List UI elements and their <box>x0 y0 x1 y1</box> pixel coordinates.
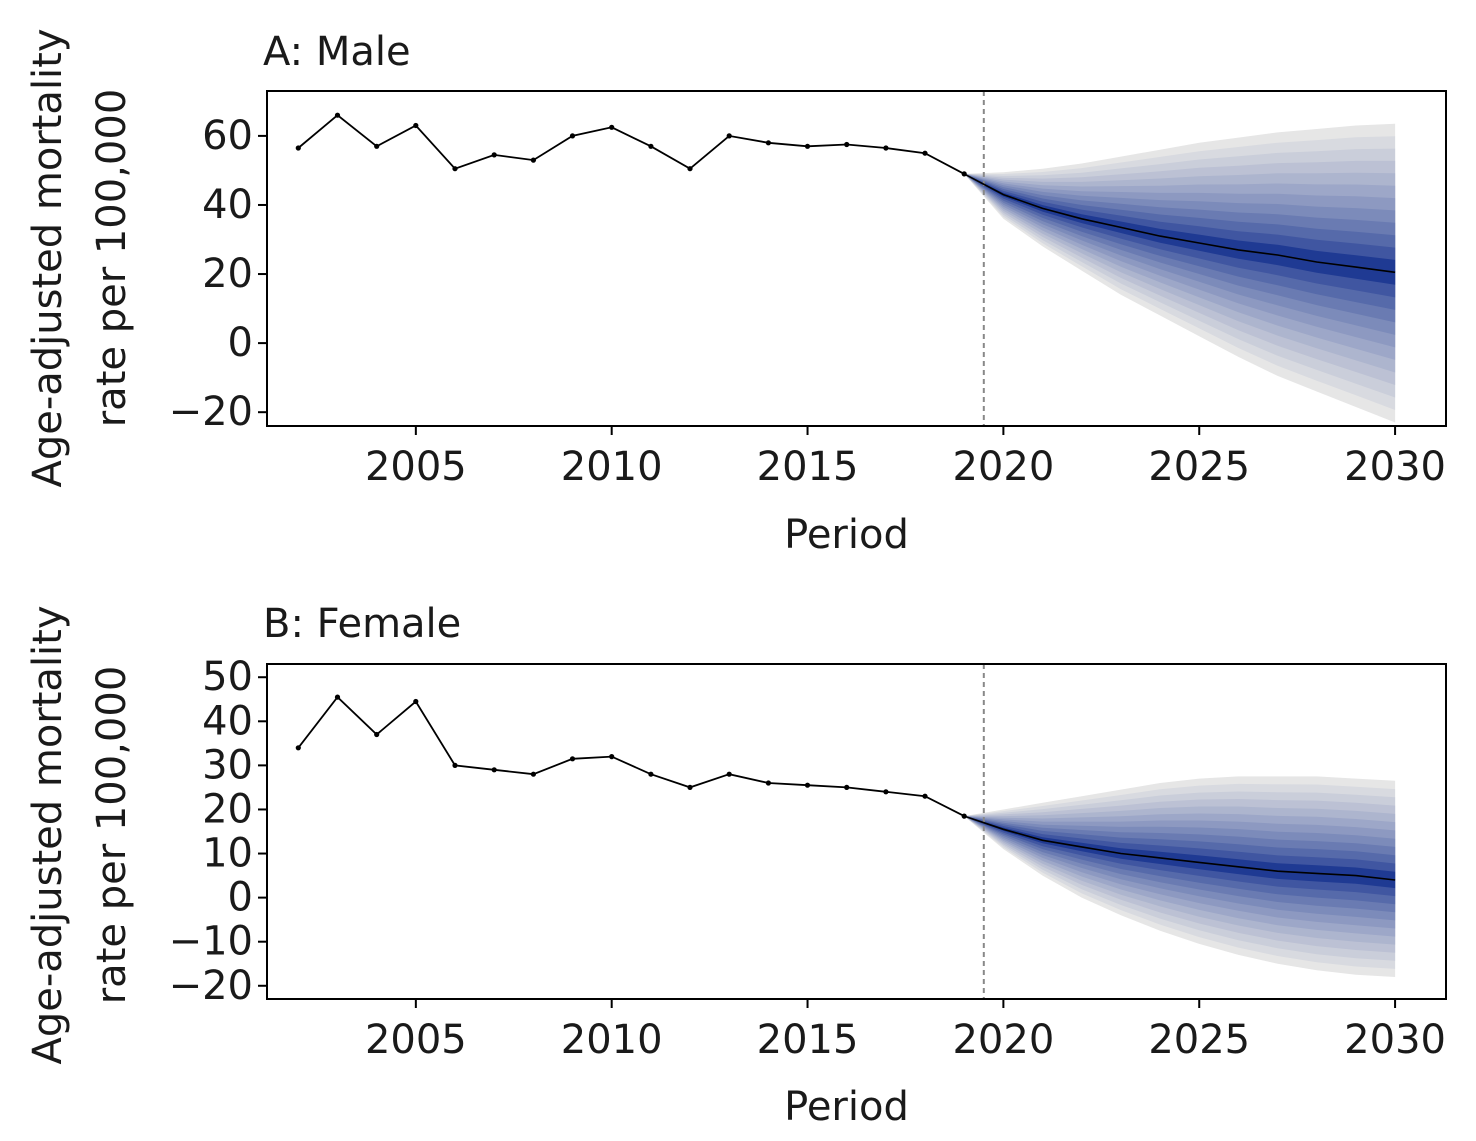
observed-point <box>452 762 458 769</box>
observed-series-line <box>297 695 965 817</box>
observed-series-line <box>297 114 965 175</box>
observed-point <box>295 745 301 751</box>
observed-point <box>569 133 576 139</box>
observed-point <box>844 141 850 148</box>
observed-point <box>530 771 537 777</box>
y-tick-label: 0 <box>228 320 253 366</box>
observed-point <box>491 152 497 158</box>
x-tick-label: 2025 <box>1148 444 1250 490</box>
x-tick-label: 2005 <box>365 444 467 490</box>
observed-point <box>844 784 850 791</box>
y-tick-label: 40 <box>202 182 253 228</box>
observed-point <box>648 771 654 777</box>
observed-point <box>491 767 497 773</box>
observed-point <box>295 145 301 151</box>
x-tick-label: 2010 <box>561 444 663 490</box>
y-tick-label: 50 <box>202 654 253 700</box>
projection-median-line <box>963 815 1396 881</box>
x-tick-label: 2015 <box>757 1017 859 1063</box>
observed-point <box>609 124 615 130</box>
observed-point <box>648 143 654 149</box>
x-tick-label: 2030 <box>1344 1017 1446 1063</box>
y-tick-label: 30 <box>202 742 253 788</box>
plot-frame <box>266 90 1447 427</box>
observed-point <box>765 780 772 786</box>
observed-point <box>922 150 928 156</box>
observed-point <box>726 771 732 777</box>
y-tick-label: 20 <box>202 251 253 297</box>
y-axis-label: rate per 100,000 <box>89 89 135 428</box>
observed-point <box>687 784 693 791</box>
observed-point <box>804 782 811 788</box>
y-tick-label: −20 <box>169 389 253 435</box>
observed-point <box>804 143 811 149</box>
y-axis-label: Age-adjusted mortality <box>25 28 71 487</box>
x-tick-label: 2020 <box>952 444 1054 490</box>
observed-point <box>374 731 380 738</box>
projection-median-line <box>963 173 1396 274</box>
fan-band-1 <box>964 816 1396 889</box>
observed-point <box>726 133 732 139</box>
observed-point <box>687 166 693 172</box>
observed-point <box>334 694 341 700</box>
y-tick-label: −20 <box>169 963 253 1009</box>
observed-point <box>530 157 537 163</box>
y-tick-label: 0 <box>228 875 253 921</box>
y-tick-label: 20 <box>202 786 253 832</box>
observed-point <box>883 789 889 795</box>
plot-frame <box>266 663 1447 1000</box>
observed-point <box>765 140 772 146</box>
observed-point <box>413 698 419 705</box>
observed-point <box>609 754 615 760</box>
x-tick-label: 2025 <box>1148 1017 1250 1063</box>
y-tick-label: −10 <box>169 919 253 965</box>
observed-point <box>452 166 458 172</box>
observed-point <box>569 756 576 762</box>
y-tick-label: 60 <box>202 113 253 159</box>
x-axis-label: Period <box>784 1084 909 1130</box>
observed-point <box>922 793 928 799</box>
observed-point <box>883 145 889 151</box>
observed-point <box>374 143 380 149</box>
x-tick-label: 2005 <box>365 1017 467 1063</box>
observed-point <box>334 112 341 118</box>
x-tick-label: 2015 <box>757 444 859 490</box>
y-axis-label: rate per 100,000 <box>89 666 135 1005</box>
chart-panel-a: A: Male −20 0 20 40 60 2005 2010 2015 2020 2025 203… <box>25 28 1447 558</box>
observed-point <box>413 122 419 129</box>
x-tick-label: 2020 <box>952 1017 1054 1063</box>
x-tick-label: 2030 <box>1344 444 1446 490</box>
y-tick-label: 40 <box>202 698 253 744</box>
panel-title: B: Female <box>263 601 461 647</box>
panel-title: A: Male <box>263 29 411 75</box>
x-tick-label: 2010 <box>561 1017 663 1063</box>
y-axis-label: Age-adjusted mortality <box>25 605 71 1064</box>
y-tick-label: 10 <box>202 831 253 877</box>
x-axis-label: Period <box>784 512 909 558</box>
